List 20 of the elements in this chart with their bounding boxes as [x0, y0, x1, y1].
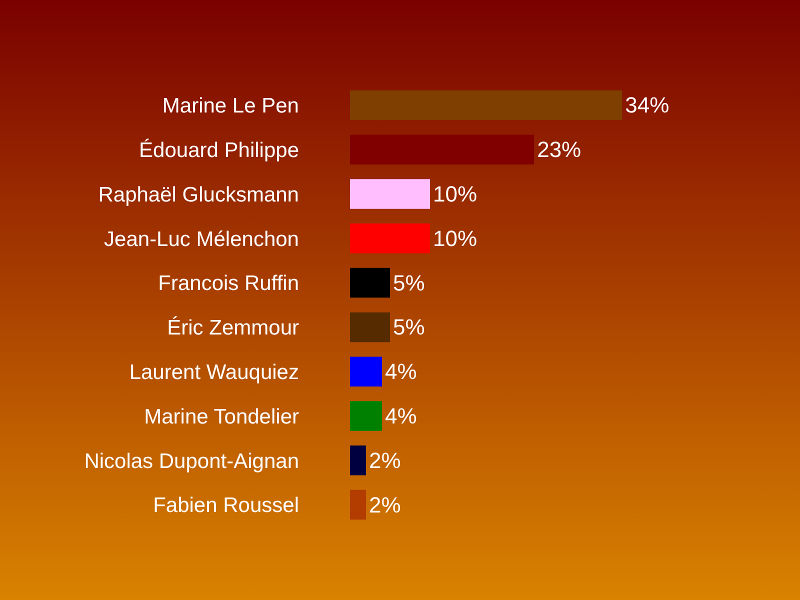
- data-label: 10%: [433, 182, 478, 206]
- data-label: 5%: [393, 270, 425, 296]
- y-tick-label: Nicolas Dupont-Aignan: [84, 450, 299, 473]
- y-tick-label: Marine Tondelier: [144, 405, 299, 428]
- data-label: 4%: [385, 359, 417, 384]
- y-tick-label: Raphaël Glucksmann: [98, 183, 299, 206]
- data-label: 5%: [393, 314, 425, 340]
- data-label: 10%: [433, 226, 478, 251]
- data-label: 2%: [369, 448, 401, 473]
- y-tick-label: Jean-Luc Mélenchon: [104, 228, 299, 251]
- data-label: 23%: [537, 137, 582, 162]
- y-tick-label: Marine Le Pen: [162, 94, 299, 118]
- y-tick-label: Édouard Philippe: [139, 138, 299, 162]
- y-tick-label: Fabien Roussel: [153, 494, 299, 518]
- data-label: 34%: [625, 92, 670, 118]
- y-tick-label: Laurent Wauquiez: [129, 360, 299, 384]
- data-label: 4%: [385, 404, 417, 428]
- y-tick-label: Francois Ruffin: [158, 272, 299, 296]
- data-label: 2%: [369, 492, 401, 518]
- y-tick-label: Éric Zemmour: [167, 316, 299, 340]
